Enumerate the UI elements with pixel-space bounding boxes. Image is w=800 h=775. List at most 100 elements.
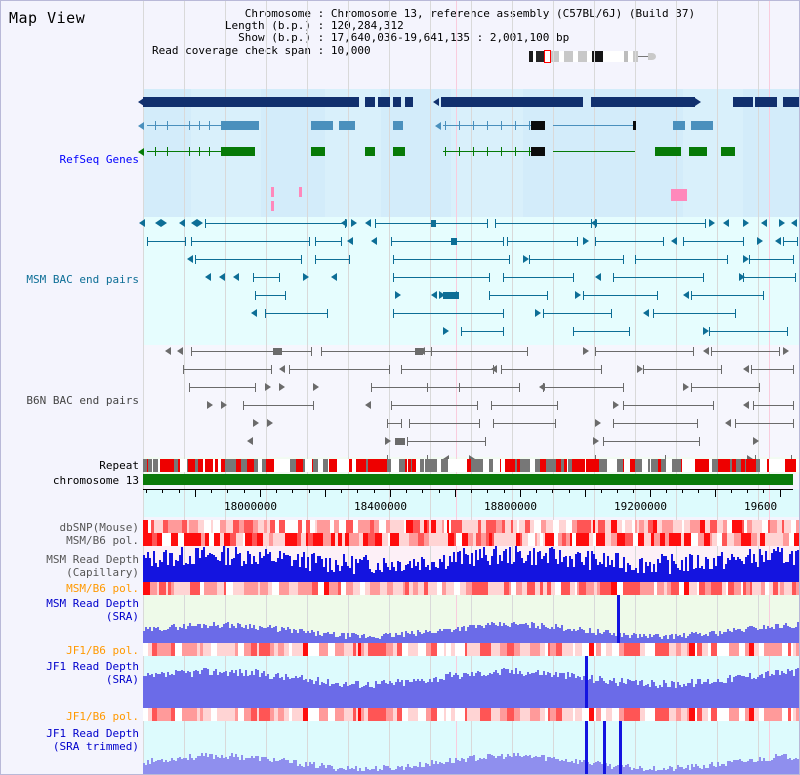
polymorphism-bin [286,582,289,595]
polymorphism-bin [263,582,268,595]
polymorphism-bin [494,533,500,546]
msm-b6-pol-sra-strip[interactable] [143,582,799,595]
gene-exon-tick [515,121,516,130]
read-depth-bar [393,637,395,643]
ideogram-view-cursor[interactable] [544,50,551,63]
repeat-segment [709,459,712,472]
read-depth-bar [733,628,735,643]
read-depth-bar [355,681,357,708]
read-depth-bar [493,623,495,643]
read-depth-bar [261,673,263,708]
read-depth-bar [307,557,309,582]
bac-clone-end-cap [693,347,694,356]
polymorphism-bin [653,520,657,533]
read-depth-bar [597,761,599,774]
polymorphism-bin [182,643,188,656]
read-depth-bar [443,629,445,643]
polymorphism-bin [442,520,444,533]
jf1-b6-pol-sra-strip[interactable] [143,643,799,656]
polymorphism-bin [317,520,324,533]
polymorphism-bin [180,582,184,595]
msm-read-depth-sra-histogram[interactable] [143,595,799,643]
polymorphism-bin [197,643,200,656]
bac-clone-end-cap [683,237,684,246]
read-depth-bar [591,675,593,708]
read-depth-bar [765,551,767,582]
polymorphism-bin [324,582,329,595]
vertical-gridline [307,1,308,774]
polymorphism-bin [553,520,556,533]
polymorphism-bin [325,708,328,721]
read-depth-bar [581,562,583,582]
read-depth-bar [493,549,495,582]
read-depth-bar [531,758,533,774]
genome-map-panel[interactable]: 18000000 18400000 18800000 19200000 19600 [138,1,799,774]
read-depth-bar [169,553,171,582]
jf1-read-depth-sra-histogram[interactable] [143,656,799,708]
jf1-b6-pol-trimmed-strip[interactable] [143,708,799,721]
polymorphism-bin [171,582,174,595]
jf1-read-depth-trimmed-histogram[interactable] [143,721,799,774]
refseq-gene-exon-steel [339,121,355,130]
read-depth-bar [611,681,613,708]
repeat-segment [666,459,672,472]
repeat-density-strip[interactable] [143,459,799,472]
read-depth-bar [687,636,689,643]
read-depth-bar [297,633,299,643]
polymorphism-bin [759,708,764,721]
read-depth-bar [315,768,317,774]
read-depth-bar [641,768,643,774]
polymorphism-bin [197,708,200,721]
polymorphism-bin [739,708,745,721]
read-depth-bar [595,762,597,774]
polymorphism-bin [226,520,233,533]
repeat-segment [352,459,356,472]
read-depth-bar [473,625,475,643]
polymorphism-bin [152,643,157,656]
polymorphism-bin [689,582,693,595]
read-depth-bar [797,622,799,643]
read-depth-bar [653,766,655,774]
read-depth-bar [399,562,401,582]
read-depth-bar [709,632,711,643]
read-depth-bar [543,556,545,582]
chromosome-13-label: chromosome 13 [52,474,139,487]
read-depth-bar [597,629,599,643]
bac-clone-span [691,295,763,296]
polymorphism-bin [575,708,582,721]
read-depth-bar [367,637,369,643]
polymorphism-bin [451,708,455,721]
msm-read-depth-capillary-histogram[interactable] [143,546,799,582]
read-depth-bar [627,764,629,774]
read-depth-bar [701,769,703,774]
read-depth-bar [769,560,771,582]
bac-clone-span [391,241,503,242]
repeat-segment [599,459,605,472]
jf1-read-depth-trimmed-label: JF1 Read Depth (SRA trimmed) [46,727,139,753]
read-depth-bar [533,673,535,708]
bac-clone-arrow-right-icon [583,237,589,245]
read-depth-bar [257,670,259,708]
polymorphism-bin [193,708,197,721]
read-depth-bar [577,630,579,643]
read-depth-bar [495,758,497,774]
read-depth-bar [295,676,297,708]
bac-clone-end-cap [313,401,314,410]
polymorphism-bin [190,533,194,546]
read-depth-bar [647,566,649,582]
polymorphism-bin [562,643,567,656]
read-depth-bar [679,685,681,708]
msm-b6-pol-capillary-strip[interactable] [143,533,799,546]
refseq-gene-exon-navy [405,97,413,107]
polymorphism-bin [702,643,708,656]
gene-intron-line [553,151,635,152]
polymorphism-bin [729,643,736,656]
read-depth-bar [681,637,683,643]
read-depth-bar [753,762,755,774]
dbsnp-density-strip[interactable] [143,520,799,533]
polymorphism-bin [572,533,576,546]
read-depth-bar [225,757,227,774]
read-depth-bar [739,629,741,643]
repeat-segment [585,459,586,472]
read-depth-bar [527,756,529,774]
